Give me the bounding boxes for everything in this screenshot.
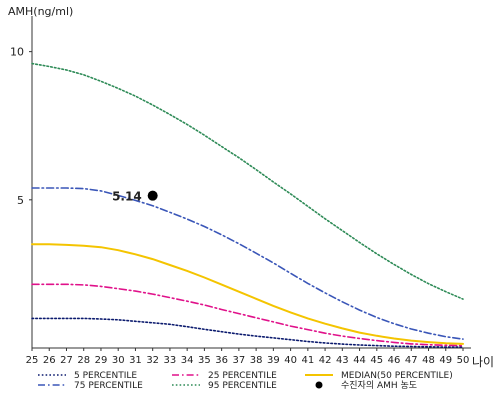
y-tick-label: 10 [10, 46, 24, 59]
x-tick-label: 38 [250, 355, 263, 366]
x-tick-label: 46 [388, 355, 401, 366]
x-tick-label: 40 [284, 355, 297, 366]
x-tick-label: 47 [405, 355, 418, 366]
legend-label: 25 PERCENTILE [208, 371, 277, 381]
x-tick-label: 45 [370, 355, 383, 366]
legend-marker-swatch [315, 381, 323, 389]
x-tick-label: 30 [112, 355, 125, 366]
x-tick-label: 42 [319, 355, 332, 366]
marker-layer: 5.14 [112, 190, 158, 204]
y-axis-label: AMH(ng/ml) [8, 5, 73, 18]
series-lines [31, 62, 464, 348]
x-tick-label: 37 [233, 355, 246, 366]
x-tick-label: 34 [181, 355, 194, 366]
x-tick-label: 49 [439, 355, 452, 366]
legend-label: 수진자의 AMH 농도 [341, 380, 417, 391]
x-tick-label: 29 [95, 355, 108, 366]
x-tick-label: 25 [26, 355, 39, 366]
series-line-95-percentile [31, 62, 464, 300]
x-tick-label: 26 [43, 355, 56, 366]
axes [31, 16, 471, 349]
legend-label: MEDIAN(50 PERCENTILE) [341, 371, 453, 381]
series-line-5-percentile [31, 317, 464, 348]
legend-label: 5 PERCENTILE [74, 371, 137, 381]
x-tick-label: 41 [301, 355, 314, 366]
patient-amh-label: 5.14 [112, 190, 142, 204]
x-tick-label: 28 [77, 355, 90, 366]
x-tick-label: 32 [146, 355, 159, 366]
x-tick-label: 43 [336, 355, 349, 366]
x-tick-label: 27 [60, 355, 73, 366]
ticks: 25 26 27 28 29 30 31 32 33 34 35 36 37 38 39 40 41 42 43 44… [10, 46, 469, 366]
x-tick-label: 36 [215, 355, 228, 366]
x-tick-label: 48 [422, 355, 435, 366]
legend-label: 75 PERCENTILE [74, 381, 143, 391]
legend-label: 95 PERCENTILE [208, 381, 277, 391]
x-tick-label: 35 [198, 355, 211, 366]
series-line-median-50-percentile- [31, 243, 464, 345]
x-axis-label: 나이 [472, 355, 494, 369]
x-tick-label: 50 [457, 355, 470, 366]
series-line-25-percentile [31, 283, 464, 347]
patient-amh-point [147, 190, 158, 201]
x-tick-label: 33 [164, 355, 177, 366]
x-tick-label: 39 [267, 355, 280, 366]
series-line-75-percentile [31, 187, 464, 340]
legend: 5 PERCENTILE 25 PERCENTILE MEDIAN(50 PERCE… [38, 371, 453, 391]
x-tick-label: 31 [129, 355, 142, 366]
y-tick-label: 5 [17, 194, 24, 207]
x-tick-label: 44 [353, 355, 366, 366]
